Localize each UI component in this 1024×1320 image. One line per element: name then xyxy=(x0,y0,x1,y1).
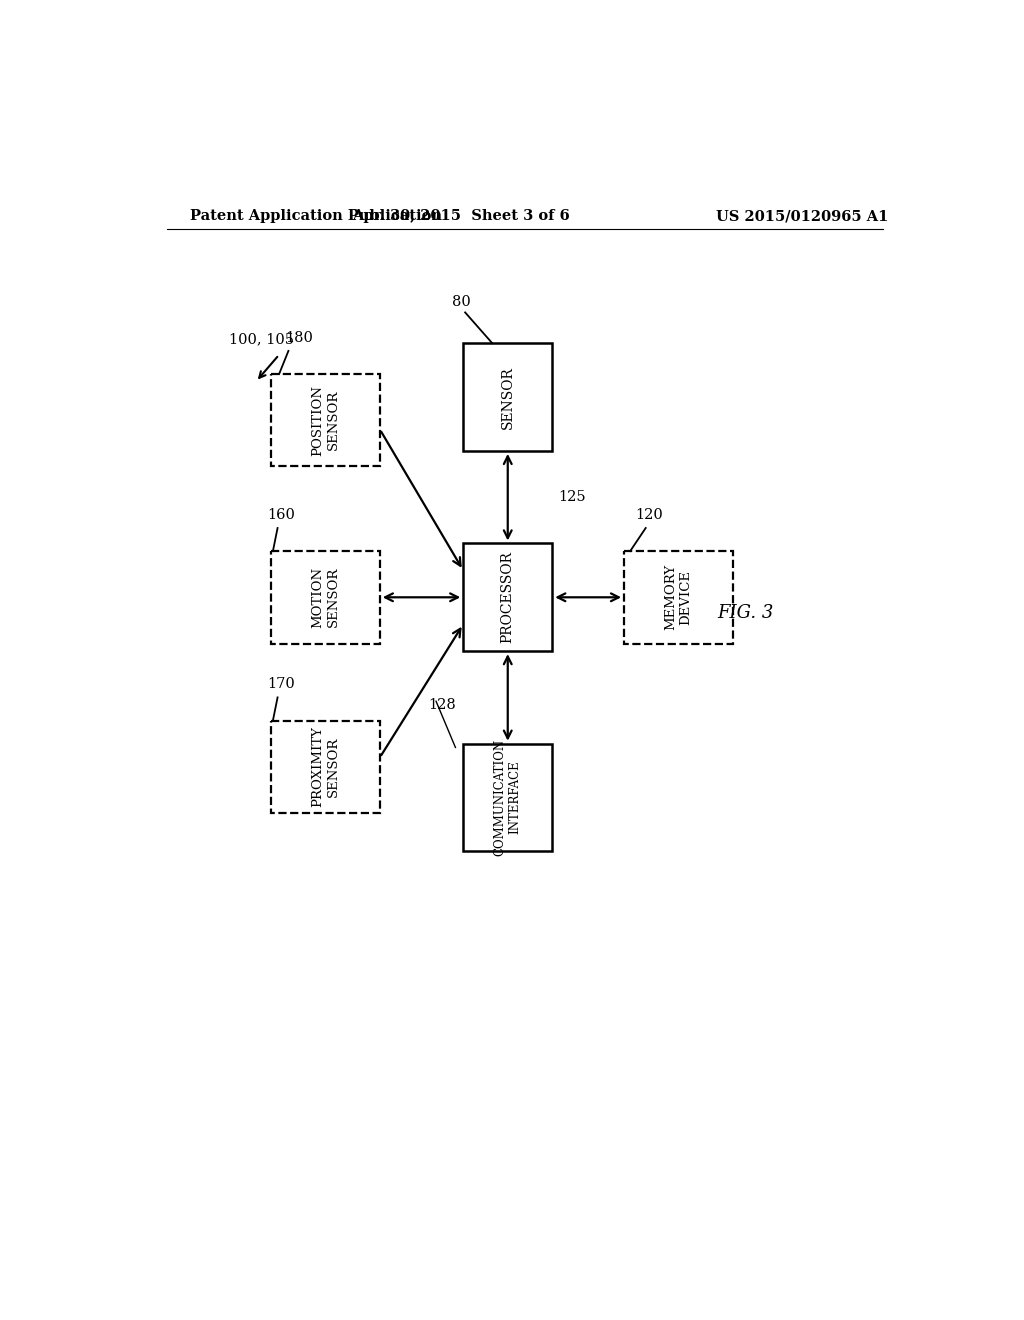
Text: 170: 170 xyxy=(267,677,295,692)
Text: COMMUNICATION
INTERFACE: COMMUNICATION INTERFACE xyxy=(494,739,522,857)
Text: PROXIMITY
SENSOR: PROXIMITY SENSOR xyxy=(311,726,340,807)
Bar xyxy=(463,343,552,451)
Bar xyxy=(624,552,732,644)
Text: US 2015/0120965 A1: US 2015/0120965 A1 xyxy=(716,209,889,223)
Bar xyxy=(271,721,380,813)
Text: 100, 105: 100, 105 xyxy=(228,333,294,346)
Bar xyxy=(271,374,380,466)
Text: Apr. 30, 2015  Sheet 3 of 6: Apr. 30, 2015 Sheet 3 of 6 xyxy=(352,209,570,223)
Text: 180: 180 xyxy=(286,331,313,345)
Bar xyxy=(463,544,552,651)
Text: 120: 120 xyxy=(636,508,664,521)
Text: 160: 160 xyxy=(267,508,295,521)
Text: SENSOR: SENSOR xyxy=(501,366,515,429)
Text: 80: 80 xyxy=(452,294,471,309)
Text: MEMORY
DEVICE: MEMORY DEVICE xyxy=(665,564,692,631)
Bar xyxy=(463,743,552,851)
Text: 128: 128 xyxy=(428,698,456,711)
Text: 125: 125 xyxy=(558,490,586,504)
Bar xyxy=(271,552,380,644)
Text: PROCESSOR: PROCESSOR xyxy=(501,552,515,643)
Text: POSITION
SENSOR: POSITION SENSOR xyxy=(311,384,340,455)
Text: MOTION
SENSOR: MOTION SENSOR xyxy=(311,566,340,628)
Text: Patent Application Publication: Patent Application Publication xyxy=(190,209,442,223)
Text: FIG. 3: FIG. 3 xyxy=(717,603,773,622)
